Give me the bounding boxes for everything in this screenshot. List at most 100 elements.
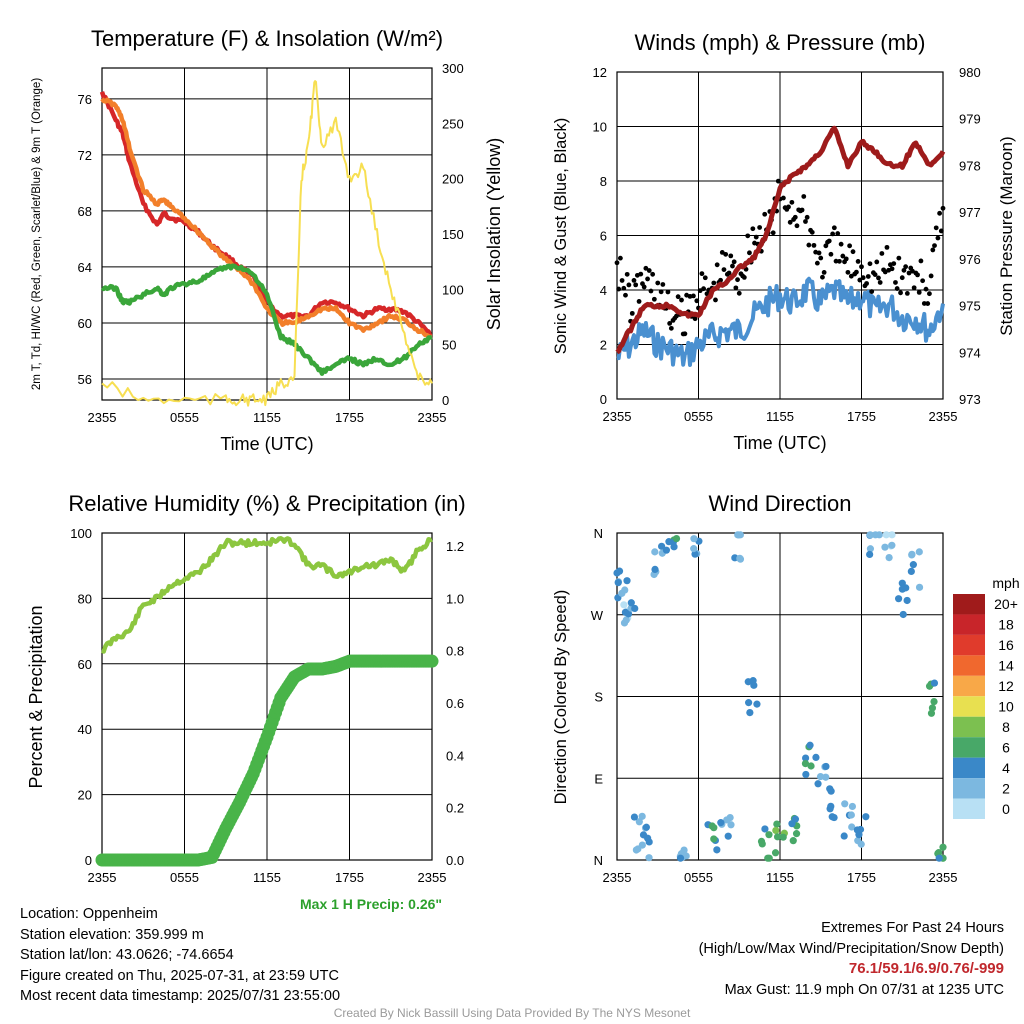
- y-tick-label: 8: [600, 174, 607, 189]
- gust-point: [935, 235, 941, 241]
- gust-point: [638, 271, 644, 277]
- extremes-subtitle: (High/Low/Max Wind/Precipitation/Snow De…: [698, 940, 1004, 957]
- gust-point: [831, 225, 837, 231]
- x-tick-label: 0555: [684, 409, 713, 424]
- y-tick-label: 0: [600, 392, 607, 407]
- direction-point: [771, 849, 780, 857]
- direction-point: [822, 773, 830, 781]
- direction-point: [623, 577, 631, 585]
- gust-point: [799, 207, 805, 213]
- recent-text: Most recent data timestamp: 2025/07/31 2…: [20, 988, 341, 1004]
- gust-point: [723, 251, 729, 257]
- gust-point: [668, 325, 674, 331]
- gust-point: [643, 265, 649, 271]
- x-tick-label: 1155: [766, 409, 794, 424]
- created-text: Figure created on Thu, 2025-07-31, at 23…: [20, 967, 339, 984]
- x-tick-label: 1155: [253, 410, 281, 425]
- gust-point: [770, 230, 776, 236]
- direction-point: [827, 787, 835, 795]
- y2-tick-label: 973: [959, 392, 981, 407]
- direction-point: [866, 545, 875, 553]
- y-tick-label: 76: [78, 92, 92, 107]
- chart-title: Wind Direction: [708, 491, 851, 516]
- direction-point: [895, 595, 903, 603]
- y2-tick-label: 974: [959, 345, 981, 360]
- y-tick-label: 6: [600, 229, 607, 244]
- direction-point: [723, 816, 731, 824]
- direction-point: [672, 535, 681, 543]
- gust-point: [682, 331, 688, 337]
- gust-point: [826, 238, 832, 244]
- direction-point: [930, 679, 939, 687]
- legend-swatch: [953, 594, 985, 615]
- solar-series-line: [101, 80, 433, 407]
- chart-title: Relative Humidity (%) & Precipitation (i…: [68, 491, 465, 516]
- direction-point: [727, 821, 735, 829]
- gust-point: [923, 286, 929, 292]
- gust-point: [655, 280, 661, 286]
- credit-text: Created By Nick Bassill Using Data Provi…: [333, 1006, 691, 1020]
- gust-point: [636, 299, 642, 304]
- direction-point: [816, 772, 825, 781]
- wind-series-line: [616, 276, 945, 367]
- gust-point: [650, 271, 656, 277]
- gust-point: [864, 281, 869, 286]
- x-tick-label: 1755: [847, 870, 876, 885]
- y-tick-label: 10: [593, 120, 607, 135]
- gust-point: [658, 289, 664, 295]
- gust-point: [726, 270, 732, 276]
- direction-point: [630, 813, 639, 821]
- gust-point: [903, 264, 909, 270]
- direction-point: [847, 811, 855, 819]
- direction-point: [841, 800, 849, 808]
- gust-point: [823, 243, 829, 249]
- legend-label: 16: [998, 637, 1014, 653]
- y2-tick-label: 976: [959, 252, 981, 267]
- y-tick-label: 20: [78, 788, 92, 803]
- x-tick-label: 1755: [335, 410, 364, 425]
- direction-point: [802, 770, 810, 779]
- x-tick-label: 0555: [684, 870, 713, 885]
- x-tick-label: 1755: [335, 870, 364, 885]
- gust-point: [619, 278, 625, 283]
- legend-swatch: [953, 655, 985, 676]
- y-axis-label: Sonic Wind & Gust (Blue, Black): [552, 118, 570, 355]
- y2-tick-label: 0.2: [446, 801, 464, 816]
- direction-point: [642, 823, 650, 831]
- gust-point: [877, 280, 883, 285]
- y2-tick-label: 979: [959, 112, 981, 127]
- direction-point: [899, 610, 907, 619]
- gust-point: [747, 250, 752, 256]
- legend-label: 14: [998, 658, 1014, 674]
- y2-tick-label: 1.2: [446, 539, 464, 554]
- y2-tick-label: 200: [442, 172, 464, 187]
- direction-point: [881, 543, 889, 551]
- location-text: Location: Oppenheim: [20, 906, 158, 922]
- gust-point: [889, 266, 895, 272]
- direction-point: [935, 854, 943, 862]
- gust-point: [679, 297, 684, 303]
- gust-point: [867, 261, 873, 267]
- gust-point: [641, 284, 647, 290]
- extremes-values: 76.1/59.1/6.9/0.76/-999: [848, 960, 1004, 977]
- direction-point: [621, 608, 630, 616]
- direction-point: [764, 854, 772, 862]
- x-tick-label: 0555: [170, 410, 199, 425]
- y-axis-label: Percent & Precipitation: [26, 605, 46, 788]
- direction-point: [613, 569, 621, 577]
- gust-point: [762, 211, 768, 217]
- gust-point: [730, 263, 735, 269]
- gust-point: [828, 251, 834, 257]
- gust-point: [845, 269, 851, 275]
- y-tick-label: 4: [600, 283, 607, 298]
- gust-point: [651, 296, 657, 302]
- x-tick-label: 2355: [929, 409, 958, 424]
- x-tick-label: 1155: [766, 870, 794, 885]
- y-tick-label: 80: [78, 591, 92, 606]
- x-axis-label: Time (UTC): [733, 433, 826, 453]
- gust-point: [938, 228, 944, 234]
- gust-point: [713, 297, 718, 303]
- gust-point: [915, 272, 920, 278]
- y2-axis-label: Solar Insolation (Yellow): [484, 138, 504, 330]
